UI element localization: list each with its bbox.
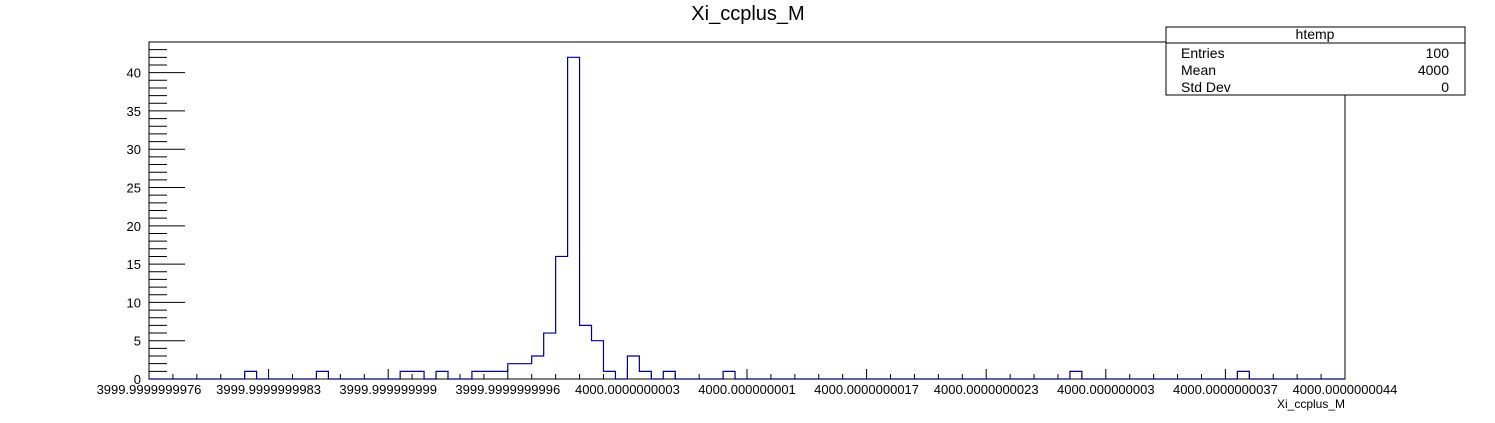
stats-entries-label: Entries (1181, 45, 1225, 61)
x-tick-label: 4000.0000000044 (1293, 382, 1398, 397)
x-tick-label: 3999.9999999983 (216, 382, 321, 397)
y-tick-label: 15 (127, 257, 141, 272)
x-tick-label: 4000.0000000003 (575, 382, 680, 397)
stats-box: htemp Entries 100 Mean 4000 Std Dev 0 (1165, 26, 1466, 96)
x-tick-label: 4000.0000000037 (1173, 382, 1278, 397)
stats-box-name: htemp (1296, 26, 1335, 42)
x-tick-label: 4000.0000000023 (934, 382, 1039, 397)
y-tick-label: 25 (127, 181, 141, 196)
x-tick-label: 3999.999999999 (339, 382, 437, 397)
x-tick-label: 4000.000000001 (698, 382, 796, 397)
y-tick-label: 20 (127, 219, 141, 234)
y-tick-label: 0 (134, 372, 141, 387)
x-tick-label: 3999.9999999996 (455, 382, 560, 397)
y-tick-label: 40 (127, 66, 141, 81)
chart-title: Xi_ccplus_M (691, 3, 804, 25)
histogram-outline (149, 56, 1345, 380)
x-axis-title: Xi_ccplus_M (1277, 397, 1345, 411)
y-tick-label: 5 (134, 334, 141, 349)
x-tick-label: 4000.000000003 (1057, 382, 1155, 397)
y-axis: 0 5 10 15 20 25 30 35 40 (127, 41, 185, 387)
x-axis: 3999.9999999976 3999.9999999983 3999.99999… (97, 369, 1398, 397)
stats-mean-label: Mean (1181, 62, 1216, 78)
stats-mean-value: 4000 (1418, 62, 1449, 78)
x-tick-label: 4000.0000000017 (814, 382, 919, 397)
stats-box-frame (1165, 26, 1466, 96)
stats-entries-value: 100 (1426, 45, 1450, 61)
x-tick-label: 3999.9999999976 (97, 382, 202, 397)
y-tick-label: 10 (127, 295, 141, 310)
y-tick-label: 30 (127, 142, 141, 157)
stats-stddev-value: 0 (1441, 79, 1449, 95)
stats-stddev-label: Std Dev (1181, 79, 1231, 95)
y-tick-label: 35 (127, 104, 141, 119)
